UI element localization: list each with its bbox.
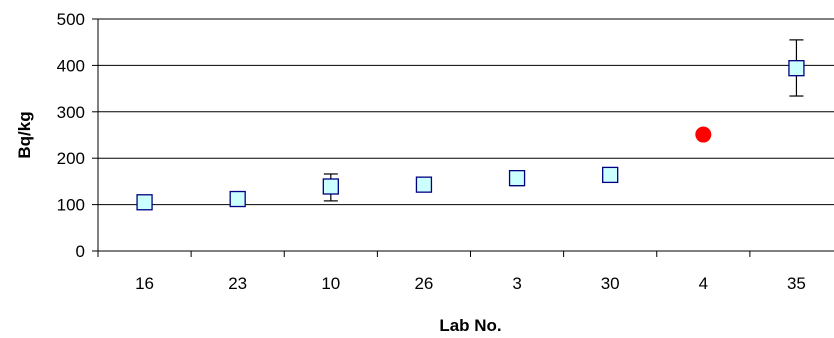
y-tick-labels: 0 100 200 300 400 500 xyxy=(57,10,85,261)
x-tick-label: 3 xyxy=(512,274,521,293)
x-tick-labels: 16 23 10 26 3 30 4 35 xyxy=(135,274,806,293)
data-point-square xyxy=(322,178,339,195)
data-point-square xyxy=(602,166,619,184)
gridlines xyxy=(98,18,834,206)
y-tick-label: 200 xyxy=(57,149,85,168)
x-axis-title: Lab No. xyxy=(439,316,501,335)
y-axis-title: Bq/kg xyxy=(15,111,34,158)
data-point-square xyxy=(415,176,433,193)
data-point-circle xyxy=(695,126,712,143)
x-tick-label: 23 xyxy=(228,274,247,293)
x-tick-label: 26 xyxy=(414,274,433,293)
data-point-square xyxy=(136,194,153,211)
x-tick-label: 35 xyxy=(787,274,806,293)
x-tick-label: 10 xyxy=(321,274,340,293)
y-tick-label: 500 xyxy=(57,10,85,29)
x-tick-label: 16 xyxy=(135,274,154,293)
data-point-square xyxy=(788,60,805,77)
data-point-square xyxy=(508,170,526,187)
y-tick-label: 100 xyxy=(57,196,85,215)
data-point-square xyxy=(229,190,246,208)
axes xyxy=(92,18,834,257)
y-tick-label: 300 xyxy=(57,103,85,122)
x-tick-label: 30 xyxy=(601,274,620,293)
data-points xyxy=(136,60,805,211)
x-tick-label: 4 xyxy=(699,274,708,293)
y-tick-label: 400 xyxy=(57,56,85,75)
error-bars xyxy=(323,39,804,202)
y-tick-label: 0 xyxy=(76,242,85,261)
